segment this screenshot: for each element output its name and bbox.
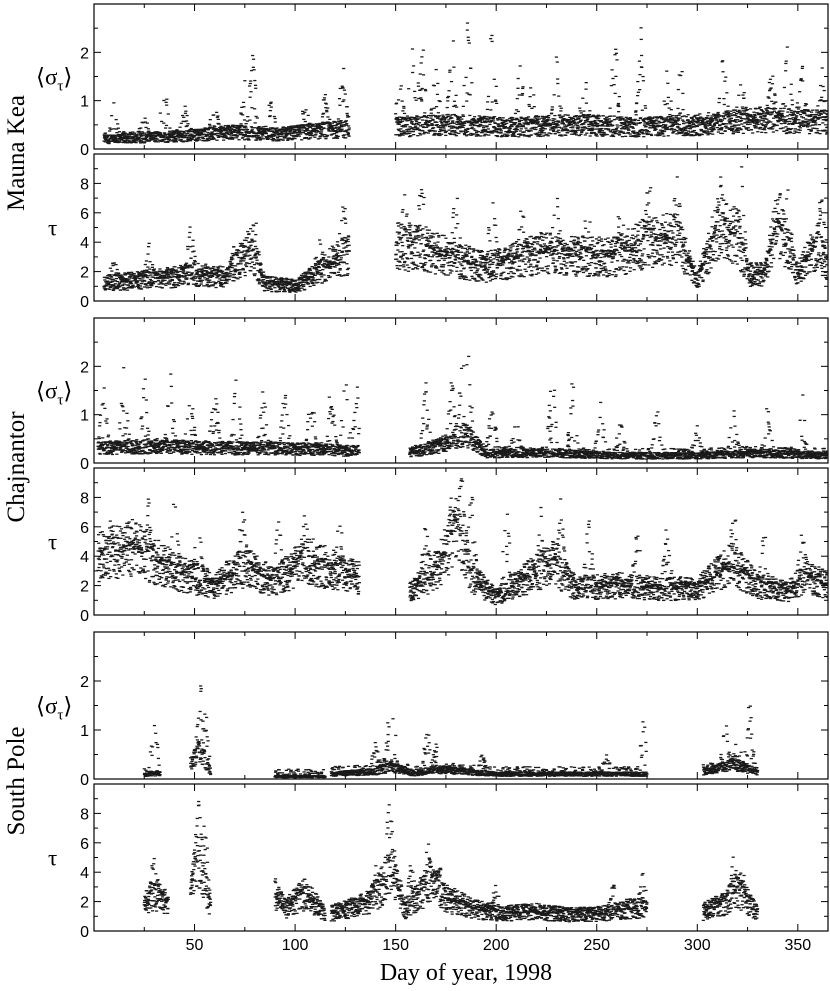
data-series: [102, 22, 828, 145]
y-tick-label: 8: [80, 176, 89, 193]
panel: 0 1 2 ⟨στ⟩: [36, 3, 829, 159]
panel-quantity-label: τ: [48, 216, 57, 241]
y-tick-label: 6: [80, 206, 89, 223]
y-tick-label: 1: [80, 94, 89, 111]
panel: 0 2 4 6 8 τ: [48, 153, 829, 311]
data-series: [102, 166, 828, 293]
panel-quantity-label: ⟨στ⟩: [36, 65, 72, 95]
y-tick-label: 2: [80, 45, 89, 62]
y-tick-label: 0: [80, 142, 89, 159]
y-tick-label: 4: [80, 235, 89, 252]
y-tick-label: 2: [80, 265, 89, 282]
y-tick-label: 0: [80, 294, 89, 311]
